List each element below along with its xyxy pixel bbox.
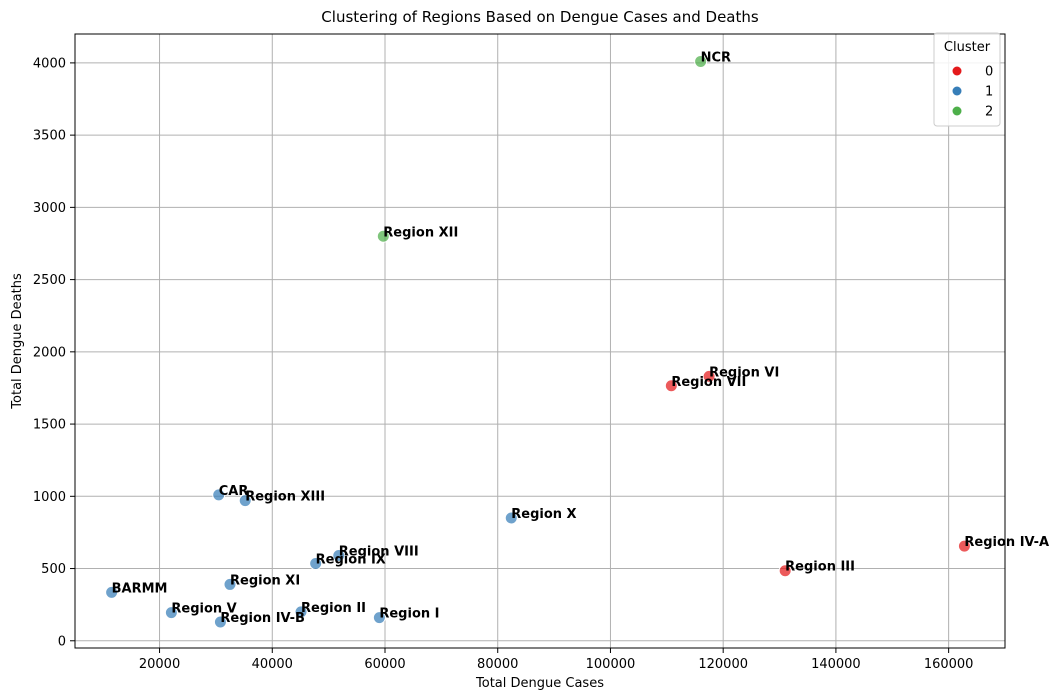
legend-marker bbox=[952, 66, 962, 76]
y-tick-label: 3500 bbox=[33, 129, 66, 144]
point-label: Region XII bbox=[383, 225, 458, 240]
data-point bbox=[309, 556, 323, 570]
data-point bbox=[957, 539, 971, 553]
point-label: Region X bbox=[511, 507, 576, 522]
y-tick-label: 2000 bbox=[33, 345, 66, 360]
point-label: NCR bbox=[701, 50, 731, 65]
data-point bbox=[372, 611, 386, 625]
data-point bbox=[694, 54, 708, 68]
data-points bbox=[105, 54, 971, 629]
y-tick-label: 2500 bbox=[33, 273, 66, 288]
y-tick-label: 1500 bbox=[33, 418, 66, 433]
point-label: Region VI bbox=[709, 365, 779, 380]
data-point bbox=[376, 229, 390, 243]
legend-label: 1 bbox=[985, 85, 993, 100]
data-point bbox=[164, 606, 178, 620]
data-point bbox=[504, 511, 518, 525]
x-tick-label: 60000 bbox=[364, 657, 405, 672]
x-tick-label: 40000 bbox=[252, 657, 293, 672]
x-tick-label: 120000 bbox=[698, 657, 748, 672]
data-point bbox=[778, 564, 792, 578]
point-label: Region III bbox=[785, 560, 855, 575]
data-point bbox=[702, 369, 716, 383]
point-label: Region VIII bbox=[339, 545, 419, 560]
data-point bbox=[238, 494, 252, 508]
legend-label: 2 bbox=[985, 105, 993, 120]
data-point bbox=[332, 549, 346, 563]
legend-title: Cluster bbox=[944, 40, 991, 55]
data-point bbox=[664, 379, 678, 393]
point-label: Region IV-A bbox=[964, 535, 1049, 550]
axes: 20000 40000 60000 80000 100000 120000 140000 16… bbox=[33, 33, 1006, 672]
grid bbox=[75, 34, 1005, 648]
point-label: CAR bbox=[219, 484, 249, 499]
point-label: Region XIII bbox=[245, 490, 325, 505]
legend-marker bbox=[952, 106, 962, 116]
plot-frame bbox=[74, 33, 1006, 649]
point-label: Region IV-B bbox=[220, 611, 305, 626]
data-point bbox=[213, 615, 227, 629]
y-tick-label: 4000 bbox=[33, 56, 66, 71]
point-label: Region II bbox=[301, 601, 366, 616]
point-label: BARMM bbox=[112, 581, 168, 596]
y-tick-label: 3000 bbox=[33, 201, 66, 216]
x-tick-label: 80000 bbox=[477, 657, 518, 672]
data-point bbox=[294, 605, 308, 619]
data-point bbox=[212, 488, 226, 502]
y-tick-label: 0 bbox=[58, 634, 66, 649]
y-tick-label: 1000 bbox=[33, 490, 66, 505]
data-point bbox=[223, 577, 237, 591]
point-label: Region VII bbox=[671, 375, 746, 390]
y-axis-label: Total Dengue Deaths bbox=[10, 273, 25, 410]
x-tick-label: 160000 bbox=[924, 657, 974, 672]
x-axis-label: Total Dengue Cases bbox=[475, 676, 604, 691]
point-label: Region XI bbox=[230, 573, 300, 588]
point-label: Region I bbox=[379, 607, 439, 622]
x-tick-label: 100000 bbox=[586, 657, 636, 672]
x-tick-label: 20000 bbox=[139, 657, 180, 672]
data-point bbox=[105, 585, 119, 599]
point-label: Region IX bbox=[316, 552, 386, 567]
chart-title: Clustering of Regions Based on Dengue Ca… bbox=[321, 8, 759, 26]
legend: Cluster 0 1 2 bbox=[933, 32, 1001, 127]
x-tick-label: 140000 bbox=[811, 657, 861, 672]
legend-box bbox=[933, 32, 1001, 127]
y-tick-label: 500 bbox=[41, 562, 66, 577]
legend-marker bbox=[952, 86, 962, 96]
point-label: Region V bbox=[171, 602, 236, 617]
legend-label: 0 bbox=[985, 65, 993, 80]
